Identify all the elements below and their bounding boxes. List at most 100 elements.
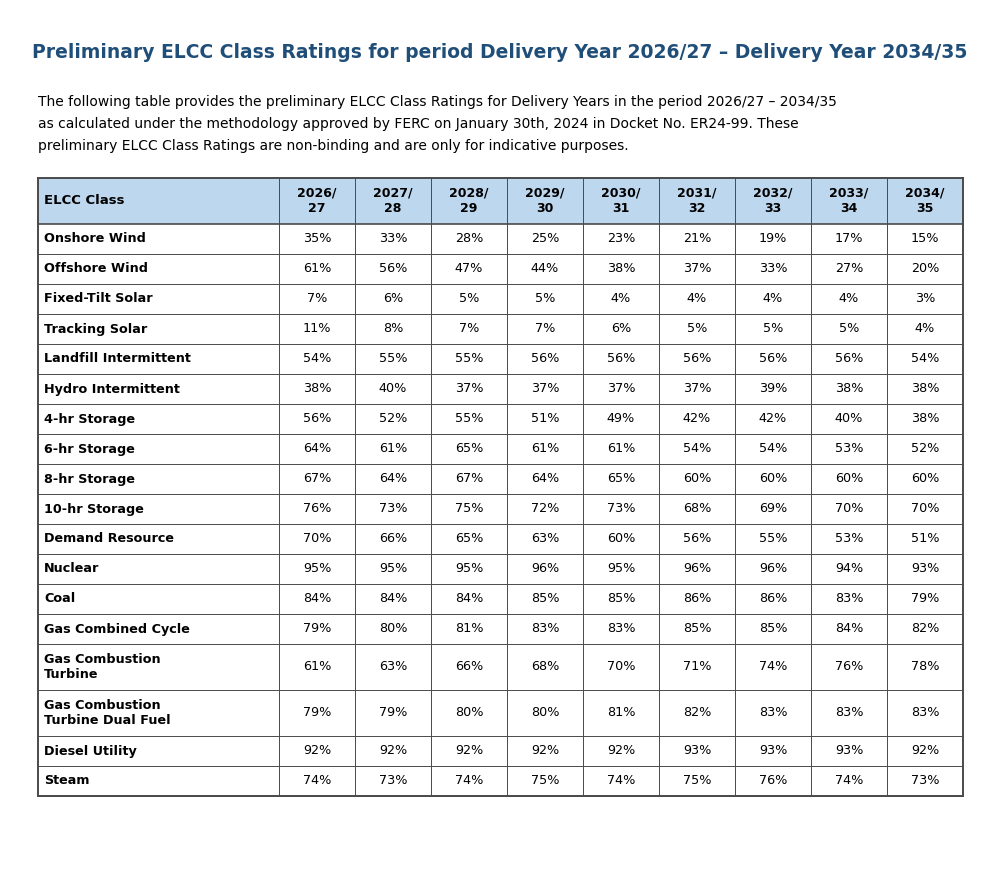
Text: 8%: 8% [382, 323, 403, 336]
Text: 2034/
35: 2034/ 35 [905, 187, 945, 215]
Text: 10-hr Storage: 10-hr Storage [44, 503, 144, 516]
Text: 55%: 55% [759, 532, 787, 545]
Text: 6%: 6% [611, 323, 631, 336]
Text: 84%: 84% [302, 593, 331, 605]
Text: 74%: 74% [759, 660, 787, 674]
Text: 64%: 64% [303, 443, 331, 455]
Text: 95%: 95% [302, 562, 331, 575]
Text: 55%: 55% [378, 353, 407, 366]
Text: preliminary ELCC Class Ratings are non-binding and are only for indicative purpo: preliminary ELCC Class Ratings are non-b… [38, 139, 629, 153]
Text: Gas Combined Cycle: Gas Combined Cycle [44, 623, 190, 636]
Text: 2031/
32: 2031/ 32 [678, 187, 717, 215]
Text: 51%: 51% [531, 412, 560, 425]
Text: 37%: 37% [683, 382, 712, 396]
Text: 61%: 61% [531, 443, 560, 455]
Text: 38%: 38% [835, 382, 863, 396]
Text: 42%: 42% [759, 412, 787, 425]
Text: 73%: 73% [378, 503, 407, 516]
Text: 79%: 79% [378, 707, 407, 719]
Text: Onshore Wind: Onshore Wind [44, 232, 146, 246]
Text: 6-hr Storage: 6-hr Storage [44, 443, 135, 455]
Text: 82%: 82% [911, 623, 939, 636]
Text: 7%: 7% [458, 323, 479, 336]
Text: 79%: 79% [911, 593, 939, 605]
Text: Demand Resource: Demand Resource [44, 532, 174, 545]
Text: 92%: 92% [303, 745, 331, 758]
Text: 70%: 70% [835, 503, 863, 516]
Text: 74%: 74% [607, 774, 636, 788]
Bar [38, 766, 963, 796]
Text: 5%: 5% [839, 323, 859, 336]
Text: 65%: 65% [607, 473, 636, 486]
Text: 37%: 37% [683, 262, 712, 275]
Text: Coal: Coal [44, 593, 75, 605]
Text: 39%: 39% [759, 382, 787, 396]
Text: 70%: 70% [302, 532, 331, 545]
Bar [38, 614, 963, 644]
Text: 69%: 69% [759, 503, 787, 516]
Bar [38, 404, 963, 434]
Text: 60%: 60% [607, 532, 636, 545]
Text: 67%: 67% [454, 473, 483, 486]
Text: 74%: 74% [454, 774, 483, 788]
Bar [38, 344, 963, 374]
Text: 52%: 52% [378, 412, 407, 425]
Text: 74%: 74% [835, 774, 863, 788]
Text: 76%: 76% [302, 503, 331, 516]
Text: 83%: 83% [835, 707, 863, 719]
Text: 11%: 11% [302, 323, 331, 336]
Text: 76%: 76% [759, 774, 787, 788]
Bar [38, 494, 963, 524]
Text: 60%: 60% [911, 473, 939, 486]
Text: 96%: 96% [759, 562, 787, 575]
Text: 86%: 86% [759, 593, 787, 605]
Text: 84%: 84% [378, 593, 407, 605]
Text: 51%: 51% [911, 532, 939, 545]
Text: 37%: 37% [607, 382, 636, 396]
Text: 5%: 5% [763, 323, 783, 336]
Text: 80%: 80% [454, 707, 483, 719]
Bar [38, 314, 963, 344]
Text: 93%: 93% [911, 562, 939, 575]
Text: 83%: 83% [531, 623, 560, 636]
Text: 44%: 44% [531, 262, 560, 275]
Text: 80%: 80% [378, 623, 407, 636]
Text: Diesel Utility: Diesel Utility [44, 745, 137, 758]
Text: 61%: 61% [607, 443, 636, 455]
Text: 2032/
33: 2032/ 33 [753, 187, 793, 215]
Text: 56%: 56% [759, 353, 787, 366]
Text: 4%: 4% [839, 293, 859, 305]
Text: 85%: 85% [531, 593, 560, 605]
Text: 65%: 65% [454, 443, 483, 455]
Text: 66%: 66% [454, 660, 483, 674]
Text: 37%: 37% [531, 382, 560, 396]
Text: 2028/
29: 2028/ 29 [449, 187, 488, 215]
Bar [38, 554, 963, 584]
Text: 82%: 82% [683, 707, 711, 719]
Text: 23%: 23% [607, 232, 636, 246]
Text: 42%: 42% [683, 412, 711, 425]
Text: 52%: 52% [911, 443, 939, 455]
Text: Nuclear: Nuclear [44, 562, 99, 575]
Text: 55%: 55% [454, 353, 483, 366]
Text: 95%: 95% [607, 562, 636, 575]
Text: 5%: 5% [687, 323, 707, 336]
Text: 61%: 61% [378, 443, 407, 455]
Text: 83%: 83% [835, 593, 863, 605]
Text: 64%: 64% [531, 473, 560, 486]
Text: 68%: 68% [683, 503, 711, 516]
Text: 4%: 4% [611, 293, 631, 305]
Text: 81%: 81% [454, 623, 483, 636]
Bar [38, 254, 963, 284]
Text: 8-hr Storage: 8-hr Storage [44, 473, 135, 486]
Text: 38%: 38% [607, 262, 636, 275]
Text: 5%: 5% [535, 293, 556, 305]
Text: 54%: 54% [759, 443, 787, 455]
Text: 7%: 7% [535, 323, 556, 336]
Text: 17%: 17% [835, 232, 863, 246]
Text: 2033/
34: 2033/ 34 [829, 187, 869, 215]
Bar [38, 464, 963, 494]
Text: 56%: 56% [683, 353, 711, 366]
Bar [38, 644, 963, 690]
Text: 79%: 79% [302, 623, 331, 636]
